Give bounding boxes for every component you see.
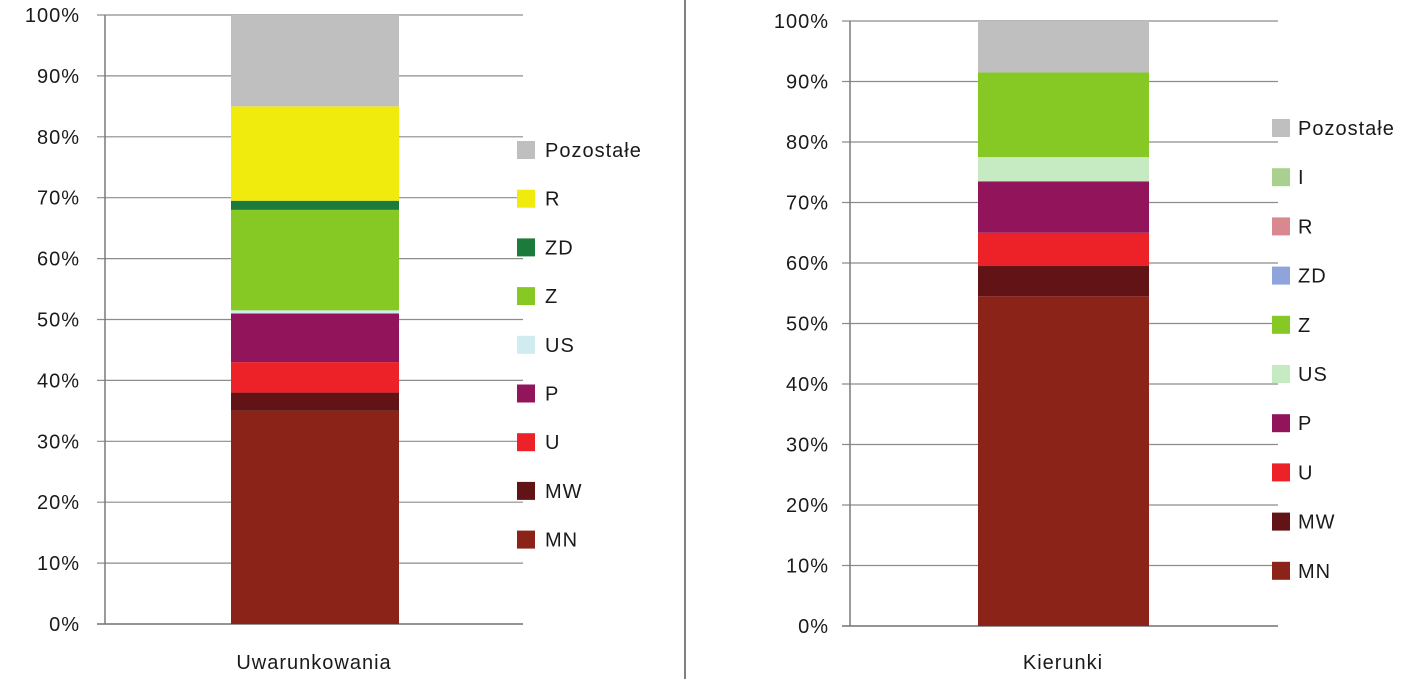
- legend-swatch: [1272, 168, 1290, 187]
- legend-label: Z: [545, 286, 558, 308]
- y-tick-label: 20%: [786, 495, 829, 517]
- y-tick-label: 90%: [786, 72, 829, 94]
- y-tick-label: 0%: [49, 614, 80, 636]
- legend-swatch: [517, 141, 535, 159]
- bar-segment-p: [231, 313, 399, 363]
- y-tick-label: 70%: [786, 193, 829, 215]
- y-tick-label: 10%: [786, 556, 829, 578]
- y-tick-label: 20%: [37, 492, 80, 514]
- legend-label: MW: [545, 481, 583, 503]
- y-tick-label: 100%: [774, 11, 829, 33]
- legend-label: P: [1298, 413, 1312, 435]
- legend-label: US: [1298, 364, 1328, 386]
- legend-swatch: [517, 238, 535, 257]
- y-tick-label: 90%: [37, 66, 80, 88]
- y-tick-label: 80%: [786, 132, 829, 154]
- x-category-label: Uwarunkowania: [236, 652, 391, 674]
- bar-segment-u: [231, 362, 399, 393]
- bar-segment-us: [978, 157, 1149, 182]
- legend-swatch: [1272, 315, 1290, 334]
- legend-label: U: [545, 432, 560, 454]
- legend-swatch: [517, 287, 535, 306]
- bar-segment-pozosta-e: [231, 15, 399, 107]
- chart-kierunki: 0% 10% 20% 30% 40% 50% 60% 70% 80% 90% 100% Kierunk…: [774, 11, 1395, 674]
- y-tick-label: 10%: [37, 553, 80, 575]
- legend-swatch: [1272, 217, 1290, 236]
- bar-segment-mw: [978, 266, 1149, 297]
- y-tick-label: 60%: [786, 253, 829, 275]
- legend-swatch: [1272, 414, 1290, 433]
- y-tick-label: 40%: [786, 374, 829, 396]
- legend-label: R: [545, 189, 560, 211]
- y-tick-label: 30%: [37, 431, 80, 453]
- legend-label: MW: [1298, 512, 1336, 534]
- bar-segment-z: [231, 209, 399, 311]
- bar-segment-u: [978, 232, 1149, 267]
- bar-segment-z: [978, 72, 1149, 158]
- legend-label: ZD: [545, 237, 574, 259]
- legend-swatch: [1272, 365, 1290, 383]
- legend-swatch: [517, 189, 535, 208]
- bar-segment-mn: [978, 296, 1149, 626]
- legend-swatch: [1272, 463, 1290, 482]
- legend-label: US: [545, 335, 575, 357]
- y-tick-label: 40%: [37, 370, 80, 392]
- legend-swatch: [1272, 119, 1290, 137]
- legend-swatch: [517, 481, 535, 500]
- legend-label: P: [545, 384, 559, 406]
- legend-label: MN: [1298, 561, 1331, 583]
- legend-swatch: [517, 384, 535, 403]
- y-tick-label: 50%: [37, 310, 80, 332]
- legend-label: ZD: [1298, 266, 1327, 288]
- bar-segment-zd: [231, 200, 399, 210]
- y-tick-label: 50%: [786, 314, 829, 336]
- chart-uwarunkowania: 0% 10% 20% 30% 40% 50% 60% 70% 80% 90% 100% Uwarunk…: [25, 5, 642, 674]
- legend-label: Z: [1298, 315, 1311, 337]
- bar-segment-mw: [231, 392, 399, 411]
- bar-segment-r: [231, 106, 399, 201]
- legend-label: U: [1298, 462, 1313, 484]
- y-tick-label: 100%: [25, 5, 80, 27]
- legend-swatch: [517, 433, 535, 452]
- y-tick-label: 60%: [37, 249, 80, 271]
- legend-swatch: [517, 335, 535, 354]
- bar-segment-us: [231, 310, 399, 314]
- legend-label: I: [1298, 167, 1305, 189]
- legend-label: R: [1298, 216, 1313, 238]
- legend-swatch: [517, 530, 535, 549]
- legend-swatch: [1272, 512, 1290, 531]
- y-tick-label: 0%: [798, 616, 829, 638]
- bar-segment-mn: [231, 410, 399, 624]
- y-tick-label: 70%: [37, 188, 80, 210]
- legend-label: Pozostałe: [545, 140, 642, 162]
- bar-segment-p: [978, 181, 1149, 233]
- legend-swatch: [1272, 561, 1290, 580]
- bar-segment-pozosta-e: [978, 21, 1149, 73]
- legend-label: MN: [545, 530, 578, 552]
- y-tick-label: 30%: [786, 435, 829, 457]
- y-tick-label: 80%: [37, 127, 80, 149]
- x-category-label: Kierunki: [1023, 652, 1103, 674]
- legend-swatch: [1272, 266, 1290, 285]
- legend-label: Pozostałe: [1298, 118, 1395, 140]
